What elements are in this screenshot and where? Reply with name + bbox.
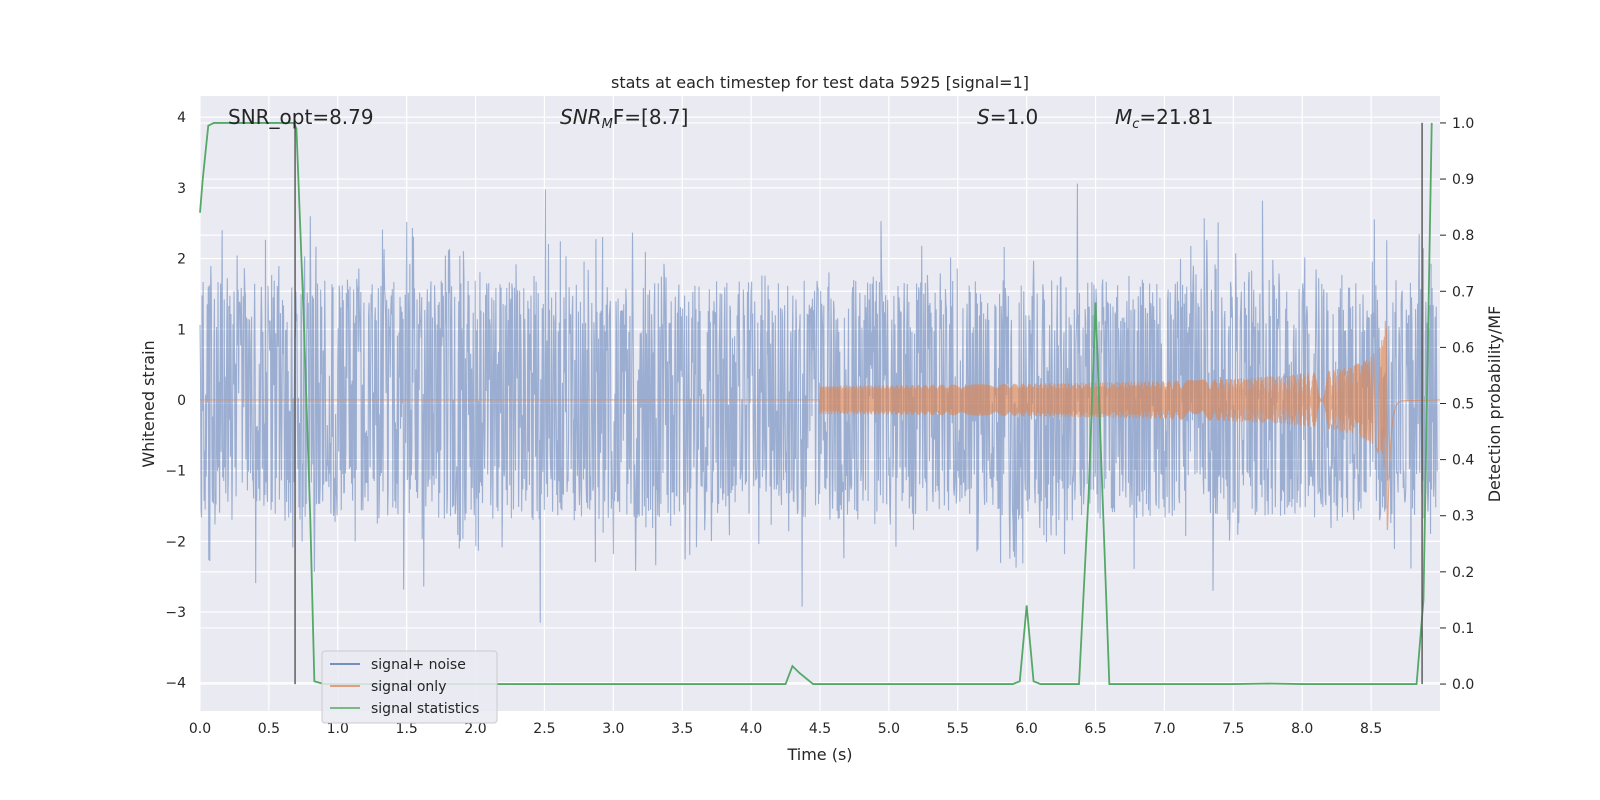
annotation-mc-rest: =21.81 [1139,105,1213,129]
y2-tick-label: 1.0 [1452,116,1474,132]
x-tick-label: 5.0 [878,721,900,737]
x-tick-label: 3.5 [671,721,693,737]
x-tick-label: 2.0 [464,721,486,737]
x-tick-label: 1.5 [396,721,418,737]
y2-tick-label: 0.6 [1452,340,1474,356]
x-axis-label: Time (s) [786,745,852,764]
annotation-snr-opt: SNR_opt=8.79 [228,105,374,129]
legend-label-signal-statistics: signal statistics [371,701,479,717]
x-tick-label: 0.0 [189,721,211,737]
x-tick-label: 3.0 [602,721,624,737]
x-tick-label: 7.0 [1153,721,1175,737]
y2-tick-label: 0.3 [1452,509,1474,525]
y-tick-label: −1 [165,464,186,480]
x-tick-label: 4.5 [809,721,831,737]
x-tick-label: 8.0 [1291,721,1313,737]
annotation-snr-mf-sub: M [602,117,613,132]
annotation-mc-sub: c [1132,117,1139,132]
annotation-snr-mf: SNRMF=[8.7] [560,105,688,132]
legend-box [321,650,498,724]
y-tick-label: 4 [177,110,186,126]
y2-tick-label: 0.2 [1452,565,1474,581]
y2-tick-label: 0.7 [1452,284,1474,300]
y2-tick-label: 0.8 [1452,228,1474,244]
annotation-mc-var: M [1115,105,1132,129]
x-tick-label: 1.0 [327,721,349,737]
x-tick-label: 4.0 [740,721,762,737]
series-layer [199,122,1441,685]
x-tick-label: 7.5 [1222,721,1244,737]
y2-tick-label: 0.1 [1452,621,1474,637]
y2-tick-label: 0.4 [1452,453,1474,469]
y-tick-label: −3 [165,605,186,621]
y2-tick-label: 0.0 [1452,677,1474,693]
x-tick-label: 6.5 [1084,721,1106,737]
legend-label-signal-noise: signal+ noise [371,657,466,673]
x-tick-label: 2.5 [533,721,555,737]
y2-tick-label: 0.5 [1452,397,1474,413]
x-tick-label: 0.5 [258,721,280,737]
annotation-mc: Mc=21.81 [1115,105,1213,132]
y-tick-label: −4 [165,676,186,692]
series-signal-statistics [199,122,1433,685]
x-tick-label: 8.5 [1360,721,1382,737]
annotation-s-var: S [977,105,990,129]
y-tick-label: 0 [177,393,186,409]
y-tick-label: −2 [165,534,186,550]
annotation-snr-mf-rest: F=[8.7] [613,105,689,129]
annotation-snr-mf-base: SNR [560,105,602,129]
x-tick-label: 6.0 [1016,721,1038,737]
y-tick-label: 3 [177,181,186,197]
legend-label-signal-only: signal only [371,679,446,695]
y2-tick-label: 0.9 [1452,172,1474,188]
chart-title: stats at each timestep for test data 592… [611,73,1029,92]
y-axis-label: Whitened strain [139,340,158,467]
annotation-s: S=1.0 [977,105,1038,129]
annotation-s-rest: =1.0 [990,105,1039,129]
y-tick-label: 1 [177,322,186,338]
x-tick-label: 5.5 [947,721,969,737]
vertical-markers [294,122,1423,685]
y-tick-label: 2 [177,252,186,268]
series-signal-only [200,320,1441,530]
legend: signal+ noise signal only signal statist… [321,650,498,724]
tick-labels: 0.0 0.5 1.0 1.5 2.0 2.5 3.0 3.5 4.0 4.5 5.0 5.5 6.0 6… [165,110,1474,737]
series-signal-noise [199,183,1438,623]
y2-axis-label: Detection probability/MF [1485,306,1504,503]
